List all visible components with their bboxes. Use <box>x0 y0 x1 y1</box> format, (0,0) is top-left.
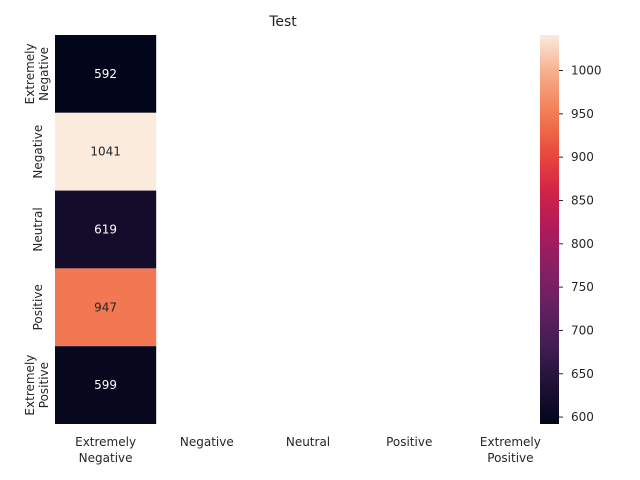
x-tick-label: Extremely Positive <box>480 435 541 465</box>
y-axis: ExtremelyNegative Negative Neutral Positive… <box>23 43 51 415</box>
colorbar-tick-label: 750 <box>571 280 594 294</box>
colorbar-tick-label: 950 <box>571 107 594 121</box>
heatmap-cell <box>55 346 157 424</box>
y-tick-label: Negative <box>31 125 45 179</box>
x-tick-label: Neutral <box>286 435 330 449</box>
colorbar <box>540 35 559 424</box>
colorbar-tick-label: 600 <box>571 410 594 424</box>
y-tick-label: Neutral <box>31 207 45 251</box>
colorbar-tick-label: 800 <box>571 237 594 251</box>
y-tick-label: ExtremelyPositive <box>23 355 51 416</box>
colorbar-tick-label: 650 <box>571 367 594 381</box>
x-axis: Extremely Negative Negative Neutral Positive… <box>75 435 541 465</box>
y-tick-label: Positive <box>31 284 45 330</box>
y-tick-label: ExtremelyNegative <box>23 43 51 104</box>
heatmap-cell <box>55 112 157 191</box>
cell-value-label: 947 <box>94 300 117 314</box>
cell-value-label: 599 <box>94 378 117 392</box>
colorbar-tick-label: 850 <box>571 193 594 207</box>
heatmap-cell <box>55 35 157 113</box>
heatmap-cell <box>55 190 157 269</box>
cell-value-label: 619 <box>94 223 117 237</box>
cell-value-label: 592 <box>94 67 117 81</box>
x-tick-label: Extremely Negative <box>75 435 136 465</box>
chart-title: Test <box>268 14 297 30</box>
heatmap-cells: 592 1041 619 947 599 <box>55 35 157 424</box>
cell-value-label: 1041 <box>90 145 121 159</box>
colorbar-tick-label: 700 <box>571 323 594 337</box>
heatmap-cell <box>55 268 157 347</box>
x-tick-label: Positive <box>386 435 432 449</box>
colorbar-tick-label: 900 <box>571 150 594 164</box>
x-tick-label: Negative <box>180 435 234 449</box>
colorbar-tick-label: 1000 <box>571 64 602 78</box>
colorbar-ticks: 600 650 700 750 800 850 900 950 1000 <box>559 64 602 424</box>
